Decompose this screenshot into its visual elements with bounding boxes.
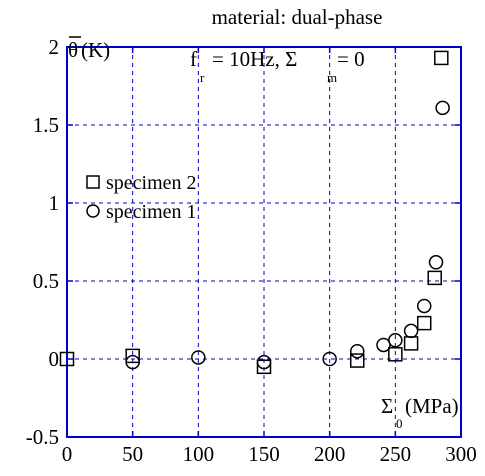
x-axis-label-subscript: 0 xyxy=(396,416,403,431)
subtitle-f-subscript: r xyxy=(200,70,205,85)
legend-item-specimen-1: specimen 1 xyxy=(86,201,197,223)
data-point-specimen-2 xyxy=(125,348,140,364)
data-point-specimen-1 xyxy=(349,343,365,359)
legend-circle-marker xyxy=(86,204,100,218)
y-axis-label-unit: (K) xyxy=(81,38,110,62)
data-point-specimen-1 xyxy=(191,350,206,365)
data-point-specimen-2 xyxy=(427,270,442,286)
x-axis-label-unit: (MPa) xyxy=(405,394,459,418)
legend-item-specimen-2: specimen 2 xyxy=(86,172,197,194)
tick-marks xyxy=(66,46,462,438)
legend-square-marker xyxy=(86,175,100,189)
y-tick-label: 2 xyxy=(49,35,60,59)
y-tick-label: -0.5 xyxy=(26,425,59,449)
data-point-specimen-1 xyxy=(428,255,444,270)
data-point-specimen-2 xyxy=(256,359,272,375)
subtitle-sigma-subscript: m xyxy=(327,70,337,85)
data-point-specimen-1 xyxy=(256,354,272,370)
y-tick-label: 0 xyxy=(49,347,60,371)
data-point-specimen-1 xyxy=(388,333,403,348)
data-point-specimen-1 xyxy=(416,298,432,314)
y-axis-label-theta: θ xyxy=(68,38,78,62)
data-point-specimen-2 xyxy=(434,50,449,66)
data-point-specimen-2 xyxy=(416,315,432,331)
legend-label-specimen-2: specimen 2 xyxy=(106,172,197,194)
data-point-specimen-2 xyxy=(349,353,365,368)
chart-subtitle: f r = 10Hz, Σ m = 0 xyxy=(190,47,365,85)
y-tick-label: 0.5 xyxy=(33,269,59,293)
y-tick-label: 1.5 xyxy=(33,113,59,137)
data-point-specimen-1 xyxy=(322,351,337,367)
data-point-specimen-2 xyxy=(403,336,419,351)
x-tick-label: 0 xyxy=(62,442,73,466)
data-point-specimen-1 xyxy=(403,323,419,339)
subtitle-sigma-value: = 0 xyxy=(337,47,365,71)
y-axis-label: θ (K) xyxy=(68,36,110,62)
tick-labels: 0 50 100 150 200 250 300-0.500.511.52 xyxy=(26,35,477,466)
x-axis-label: Σ 0 (MPa) xyxy=(381,394,459,431)
x-tick-label: 150 xyxy=(248,442,280,466)
data-point-specimen-2 xyxy=(59,351,75,367)
x-tick-label: 200 xyxy=(314,442,346,466)
data-point-specimen-1 xyxy=(376,337,391,353)
x-tick-label: 50 xyxy=(122,442,143,466)
data-point-specimen-1 xyxy=(435,100,450,116)
data-point-specimen-1 xyxy=(125,354,140,370)
chart-title: material: dual-phase xyxy=(212,5,383,29)
y-tick-label: 1 xyxy=(49,191,60,215)
legend: specimen 2 specimen 1 xyxy=(86,172,197,223)
subtitle-f: f xyxy=(190,47,197,71)
x-tick-label: 100 xyxy=(183,442,215,466)
data-point-specimen-2 xyxy=(388,347,403,362)
legend-label-specimen-1: specimen 1 xyxy=(106,201,197,223)
x-tick-label: 250 xyxy=(380,442,412,466)
grid xyxy=(67,47,461,437)
data-points xyxy=(59,50,450,375)
x-axis-label-sigma: Σ xyxy=(381,394,393,418)
subtitle-frequency-and-sigma: = 10Hz, Σ xyxy=(212,47,297,71)
x-tick-label: 300 xyxy=(445,442,477,466)
